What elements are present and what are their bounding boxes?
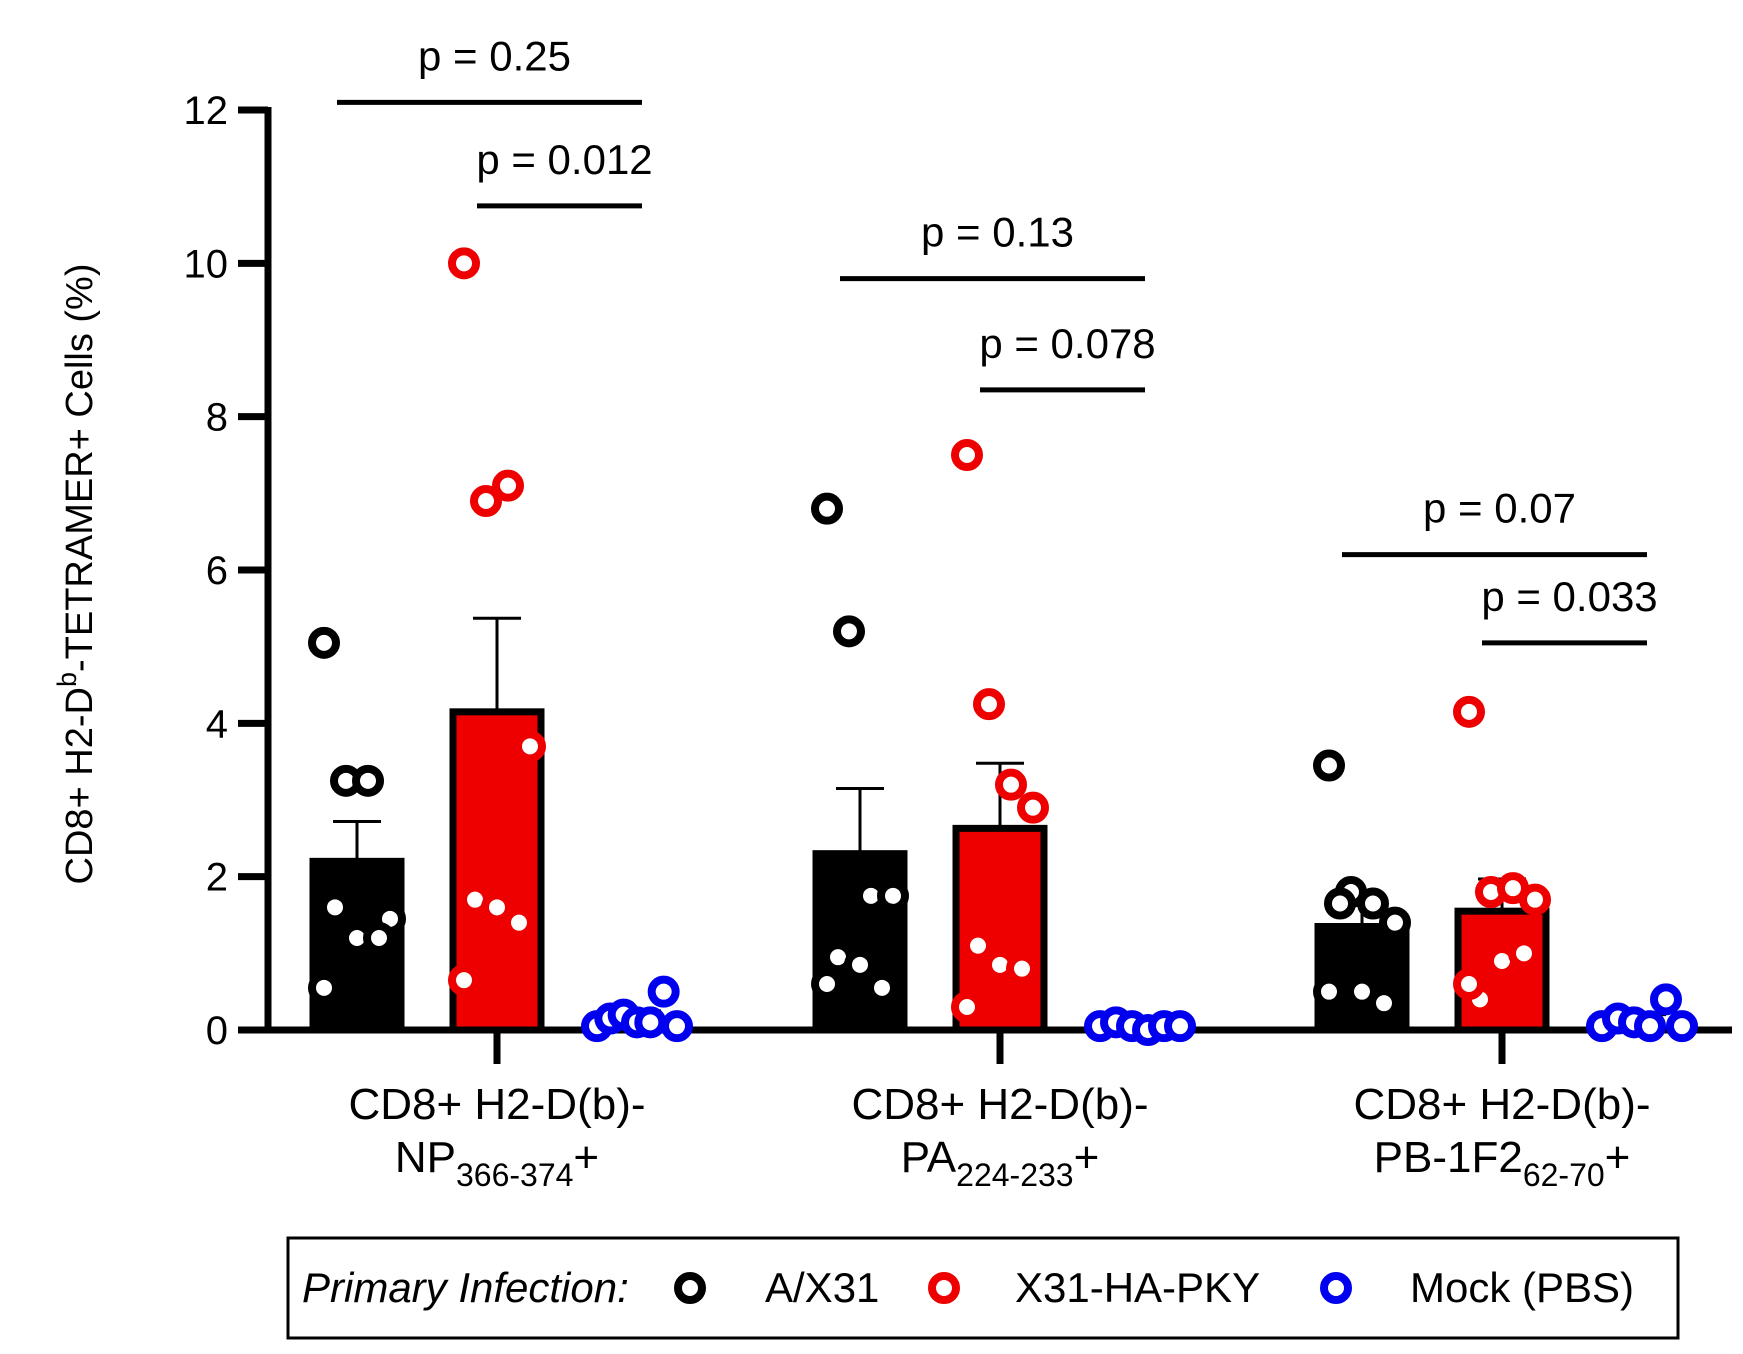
data-point	[877, 879, 909, 912]
data-point	[308, 626, 340, 659]
y-tick-label: 4	[206, 702, 228, 746]
data-point	[962, 929, 994, 962]
legend-label: Mock (PBS)	[1410, 1264, 1634, 1311]
data-point	[1368, 987, 1400, 1020]
p-value-label: p = 0.07	[1423, 485, 1576, 532]
data-point	[481, 891, 513, 924]
x-tick-label: PA224-233+	[901, 1133, 1100, 1193]
data-point	[833, 615, 865, 648]
x-tick-label: CD8+ H2-D(b)-	[1353, 1080, 1650, 1129]
data-point	[951, 991, 983, 1023]
p-value-label: p = 0.012	[476, 136, 652, 183]
data-point	[1666, 1010, 1698, 1043]
data-point	[811, 968, 843, 1000]
legend-label: A/X31	[765, 1264, 879, 1311]
data-point	[308, 971, 340, 1004]
data-point	[1017, 791, 1049, 824]
y-tick-label: 2	[206, 856, 228, 900]
data-point	[448, 247, 480, 280]
data-point	[973, 688, 1005, 721]
legend-label: X31-HA-PKY	[1015, 1264, 1260, 1311]
data-point	[1453, 695, 1485, 728]
data-point	[352, 764, 384, 797]
y-tick-label: 12	[184, 89, 229, 133]
y-tick-label: 8	[206, 396, 228, 440]
data-point	[661, 1010, 693, 1043]
data-point	[1164, 1010, 1196, 1043]
data-point	[866, 971, 898, 1004]
p-value-label: p = 0.13	[921, 209, 1074, 256]
data-point	[951, 439, 983, 471]
x-tick-label: CD8+ H2-D(b)-	[851, 1080, 1148, 1129]
data-point	[1634, 1010, 1666, 1043]
data-point	[634, 1006, 667, 1039]
data-point	[647, 975, 680, 1008]
data-point	[319, 891, 351, 924]
data-point	[1453, 968, 1485, 1000]
data-point	[470, 485, 502, 517]
p-value-label: p = 0.25	[418, 32, 571, 79]
data-point	[1357, 887, 1389, 920]
y-axis-label: CD8+ H2-Db-TETRAMER+ Cells (%)	[52, 263, 101, 884]
legend-box	[286, 1236, 1680, 1340]
data-point	[844, 948, 876, 981]
data-point	[1519, 883, 1551, 916]
legend-title: Primary Infection:	[302, 1264, 629, 1311]
legend-marker	[674, 1272, 706, 1304]
data-point	[448, 964, 480, 997]
x-tick-label: CD8+ H2-D(b)-	[348, 1080, 645, 1129]
data-point	[1313, 749, 1345, 782]
p-value-label: p = 0.078	[979, 320, 1155, 367]
data-point	[1650, 983, 1682, 1016]
data-point	[811, 492, 843, 525]
data-point	[514, 730, 546, 763]
data-point	[1313, 975, 1345, 1008]
y-tick-label: 6	[206, 549, 228, 593]
y-tick-label: 10	[184, 242, 229, 286]
p-value-label: p = 0.033	[1481, 573, 1657, 620]
y-tick-label: 0	[206, 1009, 228, 1053]
data-point	[1006, 952, 1038, 985]
x-tick-label: PB-1F262-70+	[1374, 1133, 1631, 1193]
x-tick-label: NP366-374+	[395, 1133, 599, 1193]
data-point	[503, 906, 535, 939]
legend-marker	[928, 1272, 960, 1304]
legend: Primary Infection: A/X31 X31-HA-PKY Mock (P…	[286, 1236, 1680, 1340]
data-point	[363, 922, 395, 954]
data-point	[492, 469, 524, 502]
legend-marker	[1320, 1272, 1352, 1304]
data-point	[1508, 937, 1540, 970]
data-point	[1324, 887, 1356, 920]
data-point	[1379, 906, 1411, 939]
data-point	[995, 768, 1027, 801]
